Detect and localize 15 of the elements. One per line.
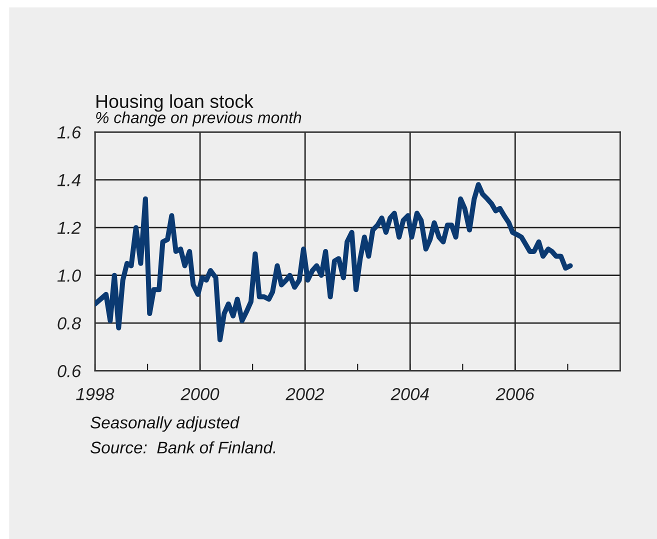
y-tick-label: 1.0 xyxy=(57,269,81,282)
source-note: Source: Bank of Finland. xyxy=(90,441,276,454)
y-tick-label: 1.4 xyxy=(57,174,80,186)
chart-title: Housing loan stock xyxy=(96,94,254,112)
y-tick-label: 0.6 xyxy=(58,365,82,378)
y-axis-title: % change on previous month xyxy=(96,112,302,126)
x-tick-label: 2000 xyxy=(180,388,220,400)
x-tick-label: 1998 xyxy=(76,388,114,400)
x-tick-label: 2002 xyxy=(286,388,324,400)
y-tick-label: 0.8 xyxy=(58,317,82,330)
y-tick-label: 1.6 xyxy=(57,126,82,139)
x-tick-label: 2006 xyxy=(496,388,534,400)
x-tick-label: 2004 xyxy=(390,388,429,400)
y-tick-label: 1.2 xyxy=(57,222,81,234)
text: Seasonally adjusted xyxy=(90,416,240,432)
